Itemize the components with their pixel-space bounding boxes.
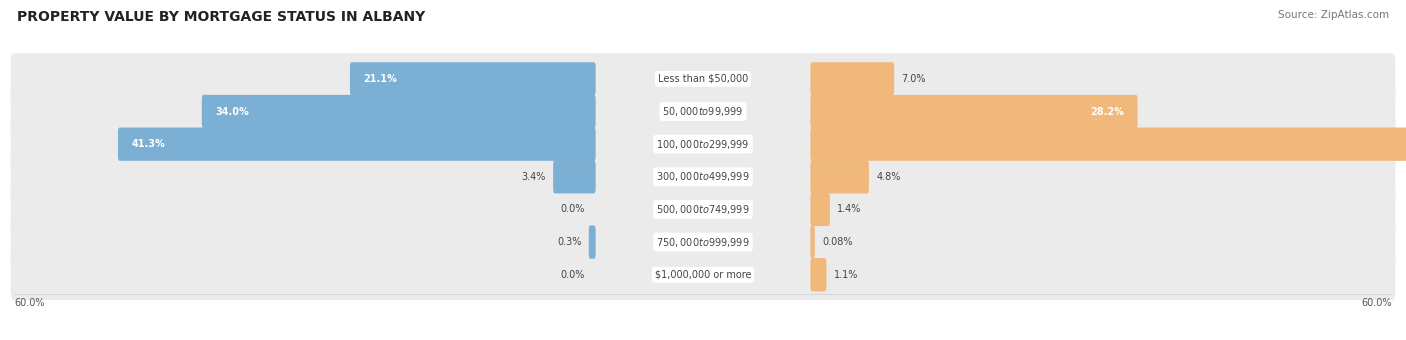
FancyBboxPatch shape <box>11 217 1395 268</box>
Text: 4.8%: 4.8% <box>876 172 901 182</box>
Text: 0.0%: 0.0% <box>561 204 585 215</box>
Text: 1.1%: 1.1% <box>834 270 858 280</box>
FancyBboxPatch shape <box>118 128 596 161</box>
Text: 1.4%: 1.4% <box>838 204 862 215</box>
FancyBboxPatch shape <box>11 249 1395 300</box>
FancyBboxPatch shape <box>202 95 596 128</box>
Text: 60.0%: 60.0% <box>14 298 45 308</box>
FancyBboxPatch shape <box>810 95 1137 128</box>
FancyBboxPatch shape <box>810 225 814 259</box>
FancyBboxPatch shape <box>589 225 596 259</box>
Text: $500,000 to $749,999: $500,000 to $749,999 <box>657 203 749 216</box>
FancyBboxPatch shape <box>350 62 596 96</box>
Text: $100,000 to $299,999: $100,000 to $299,999 <box>657 138 749 151</box>
FancyBboxPatch shape <box>11 53 1395 104</box>
Text: $50,000 to $99,999: $50,000 to $99,999 <box>662 105 744 118</box>
Text: 34.0%: 34.0% <box>215 106 249 117</box>
Text: Source: ZipAtlas.com: Source: ZipAtlas.com <box>1278 10 1389 20</box>
Text: 0.08%: 0.08% <box>823 237 852 247</box>
Text: 3.4%: 3.4% <box>522 172 546 182</box>
FancyBboxPatch shape <box>810 258 827 291</box>
Text: 0.3%: 0.3% <box>557 237 581 247</box>
Text: $750,000 to $999,999: $750,000 to $999,999 <box>657 236 749 249</box>
FancyBboxPatch shape <box>810 193 830 226</box>
Text: 0.0%: 0.0% <box>561 270 585 280</box>
Text: 60.0%: 60.0% <box>1361 298 1392 308</box>
Text: 28.2%: 28.2% <box>1091 106 1125 117</box>
Text: 7.0%: 7.0% <box>901 74 927 84</box>
FancyBboxPatch shape <box>810 160 869 193</box>
FancyBboxPatch shape <box>11 86 1395 137</box>
Text: PROPERTY VALUE BY MORTGAGE STATUS IN ALBANY: PROPERTY VALUE BY MORTGAGE STATUS IN ALB… <box>17 10 425 24</box>
Text: 21.1%: 21.1% <box>363 74 396 84</box>
FancyBboxPatch shape <box>11 184 1395 235</box>
FancyBboxPatch shape <box>810 128 1406 161</box>
Text: 41.3%: 41.3% <box>131 139 165 149</box>
FancyBboxPatch shape <box>11 119 1395 170</box>
FancyBboxPatch shape <box>11 151 1395 202</box>
Text: Less than $50,000: Less than $50,000 <box>658 74 748 84</box>
Text: $1,000,000 or more: $1,000,000 or more <box>655 270 751 280</box>
FancyBboxPatch shape <box>553 160 596 193</box>
Text: $300,000 to $499,999: $300,000 to $499,999 <box>657 170 749 183</box>
FancyBboxPatch shape <box>810 62 894 96</box>
